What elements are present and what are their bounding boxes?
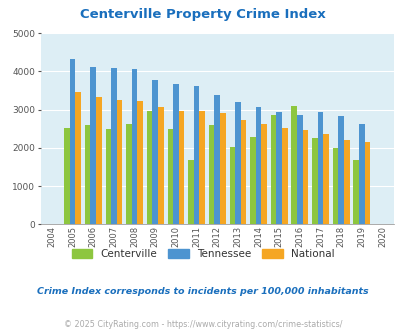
Bar [317,112,322,224]
Bar [276,112,281,224]
Bar [193,86,199,224]
Bar [322,134,328,224]
Bar [132,69,137,224]
Bar [364,142,369,224]
Bar [270,115,276,224]
Bar [173,83,178,224]
Bar [64,128,70,224]
Bar [281,128,287,224]
Bar [353,160,358,224]
Bar [261,124,266,224]
Text: Crime Index corresponds to incidents per 100,000 inhabitants: Crime Index corresponds to incidents per… [37,287,368,296]
Bar [291,106,296,224]
Bar [343,140,349,224]
Bar [229,147,234,224]
Bar [337,116,343,224]
Text: Centerville Property Crime Index: Centerville Property Crime Index [80,8,325,21]
Bar [116,100,122,224]
Bar [167,129,173,224]
Bar [96,97,101,224]
Bar [188,160,193,224]
Bar [85,125,90,224]
Bar [178,111,184,224]
Bar [214,95,220,224]
Bar [302,130,307,224]
Bar [75,92,81,224]
Bar [358,124,364,224]
Bar [70,59,75,224]
Bar [111,68,116,224]
Bar [255,107,261,224]
Bar [90,67,96,224]
Bar [234,102,240,224]
Bar [332,148,337,224]
Bar [199,111,205,224]
Legend: Centerville, Tennessee, National: Centerville, Tennessee, National [71,248,334,259]
Text: © 2025 CityRating.com - https://www.cityrating.com/crime-statistics/: © 2025 CityRating.com - https://www.city… [64,320,341,329]
Bar [158,107,163,224]
Bar [296,115,302,224]
Bar [105,129,111,224]
Bar [147,111,152,224]
Bar [208,125,214,224]
Bar [240,120,245,224]
Bar [137,101,143,224]
Bar [311,138,317,224]
Bar [249,137,255,224]
Bar [152,80,158,224]
Bar [220,114,225,224]
Bar [126,124,132,224]
